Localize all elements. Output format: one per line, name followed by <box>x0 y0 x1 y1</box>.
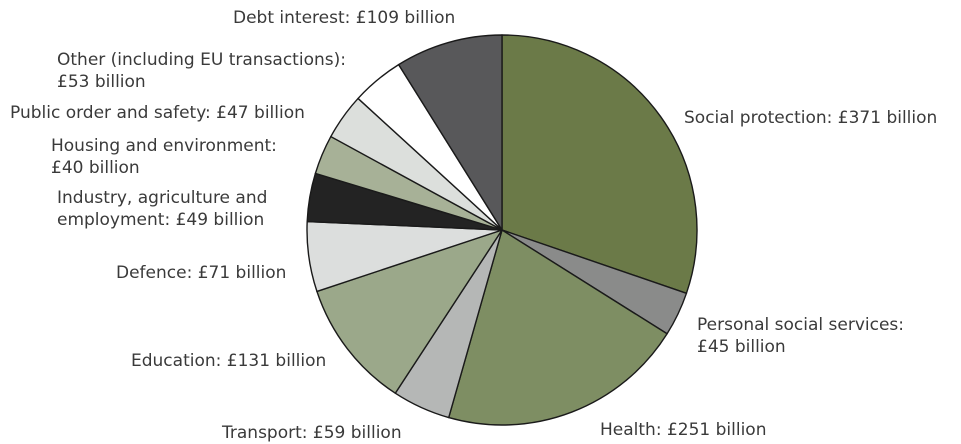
pie-label-line: Health: £251 billion <box>600 420 766 440</box>
pie-label-line: £40 billion <box>51 158 140 178</box>
pie-slice-debt-interest <box>397 34 503 231</box>
pie-label-line: Public order and safety: £47 billion <box>10 103 305 123</box>
pie-slice-health <box>448 229 668 426</box>
pie-label-industry-agriculture-and-employment: Industry, agriculture and employment: £49… <box>57 188 267 230</box>
pie-label-line: Transport: £59 billion <box>221 423 402 443</box>
pie-label-line: Other (including EU transactions): <box>57 50 346 70</box>
pie-label-other-including-eu-transactions: Other (including EU transactions): £53 bi… <box>57 50 346 92</box>
pie-label-transport: Transport: £59 billion <box>221 423 402 443</box>
pie-label-line: £45 billion <box>697 337 786 357</box>
pie-label-line: Personal social services: <box>697 315 904 335</box>
pie-label-line: £53 billion <box>57 72 146 92</box>
pie-label-personal-social-services: Personal social services: £45 billion <box>697 315 904 357</box>
pie-label-debt-interest: Debt interest: £109 billion <box>233 8 455 28</box>
pie-label-health: Health: £251 billion <box>600 420 766 440</box>
pie-label-line: Education: £131 billion <box>131 351 326 371</box>
pie-label-line: Social protection: £371 billion <box>684 108 937 128</box>
pie-label-defence: Defence: £71 billion <box>116 263 286 283</box>
pie-label-line: employment: £49 billion <box>57 210 264 230</box>
pie-label-line: Industry, agriculture and <box>57 188 267 208</box>
pie-label-line: Housing and environment: <box>51 136 277 156</box>
pie-label-housing-and-environment: Housing and environment: £40 billion <box>51 136 277 178</box>
pie-label-line: Defence: £71 billion <box>116 263 286 283</box>
pie-slice-education <box>316 229 503 394</box>
pie-label-social-protection: Social protection: £371 billion <box>684 108 937 128</box>
pie-label-education: Education: £131 billion <box>131 351 326 371</box>
pie-label-public-order-and-safety: Public order and safety: £47 billion <box>10 103 305 123</box>
pie-slice-social-protection <box>501 34 698 294</box>
pie-label-line: Debt interest: £109 billion <box>233 8 455 28</box>
